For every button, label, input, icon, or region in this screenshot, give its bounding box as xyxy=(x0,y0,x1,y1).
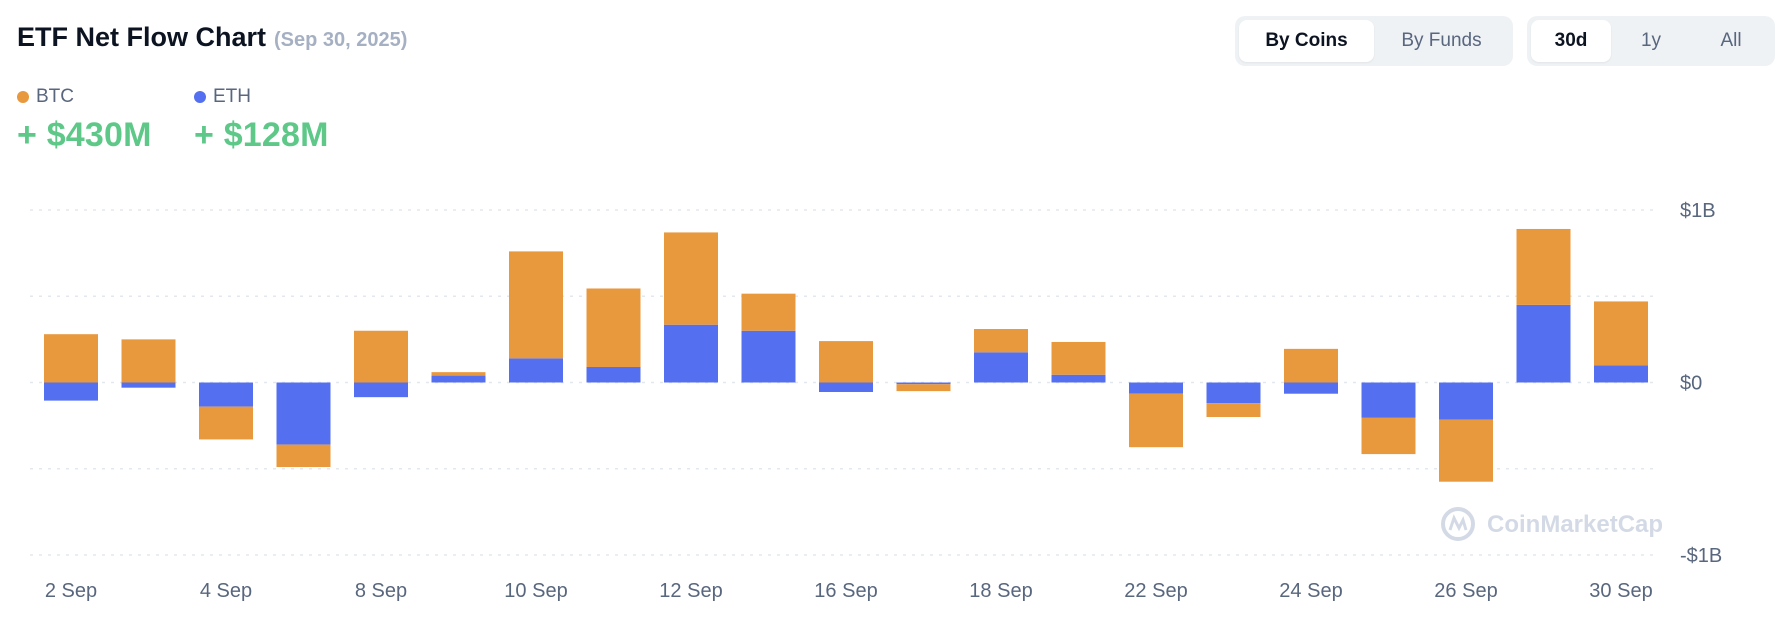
bar-eth-16-sep[interactable] xyxy=(819,382,873,392)
x-tick-label: 24 Sep xyxy=(1279,580,1342,602)
bar-eth-19-sep[interactable] xyxy=(1051,374,1106,383)
chart-header: ETF Net Flow Chart (Sep 30, 2025) xyxy=(17,22,407,53)
bar-btc-15-sep[interactable] xyxy=(741,293,796,331)
chart-bars xyxy=(44,228,1648,482)
coinmarketcap-logo-icon xyxy=(1441,507,1475,541)
bar-btc-5-sep[interactable] xyxy=(276,444,331,468)
range-30d-button[interactable]: 30d xyxy=(1531,20,1611,62)
bar-eth-4-sep[interactable] xyxy=(199,382,253,407)
bar-btc-19-sep[interactable] xyxy=(1051,341,1106,375)
bar-btc-9-sep[interactable] xyxy=(431,372,486,376)
bar-eth-5-sep[interactable] xyxy=(276,382,331,445)
range-all-button[interactable]: All xyxy=(1720,30,1742,51)
bar-btc-16-sep[interactable] xyxy=(819,341,873,383)
btc-dot-icon xyxy=(17,91,29,103)
x-tick-label: 12 Sep xyxy=(659,580,722,602)
legend-eth-label: ETH xyxy=(213,86,251,107)
by-coins-button[interactable]: By Coins xyxy=(1239,20,1374,62)
bar-btc-17-sep[interactable] xyxy=(896,384,951,392)
bar-eth-3-sep[interactable] xyxy=(121,382,176,388)
bar-eth-9-sep[interactable] xyxy=(431,375,486,383)
bar-btc-3-sep[interactable] xyxy=(121,339,176,383)
bar-btc-18-sep[interactable] xyxy=(974,329,1028,353)
eth-dot-icon xyxy=(194,91,206,103)
bar-btc-23-sep[interactable] xyxy=(1206,403,1261,417)
coinmarketcap-logo-mark xyxy=(1448,514,1468,532)
y-axis: $1B $0 -$1B xyxy=(1680,200,1722,567)
bar-eth-26-sep[interactable] xyxy=(1439,382,1493,420)
bar-btc-30-sep[interactable] xyxy=(1594,301,1648,366)
legend-btc-value: + $430M xyxy=(17,116,152,154)
bar-btc-12-sep[interactable] xyxy=(664,232,718,325)
x-tick-label: 26 Sep xyxy=(1434,580,1497,602)
watermark-text: CoinMarketCap xyxy=(1487,511,1663,538)
by-funds-button[interactable]: By Funds xyxy=(1401,30,1482,51)
bar-eth-11-sep[interactable] xyxy=(586,366,641,383)
x-tick-label: 8 Sep xyxy=(355,580,407,602)
x-tick-label: 30 Sep xyxy=(1589,580,1652,602)
x-tick-label: 18 Sep xyxy=(969,580,1032,602)
x-axis: 2 Sep 4 Sep 8 Sep 10 Sep 12 Sep 16 Sep 18 Sep 2… xyxy=(45,580,1653,602)
bar-btc-8-sep[interactable] xyxy=(354,330,408,383)
bar-eth-25-sep[interactable] xyxy=(1361,382,1416,418)
bar-eth-22-sep[interactable] xyxy=(1129,382,1183,394)
legend-btc: BTC + $430M xyxy=(17,86,152,155)
y-tick-label: -$1B xyxy=(1680,545,1722,567)
bar-eth-2-sep[interactable] xyxy=(44,382,98,401)
x-tick-label: 10 Sep xyxy=(504,580,567,602)
x-tick-label: 2 Sep xyxy=(45,580,97,602)
bar-eth-29-sep[interactable] xyxy=(1516,304,1571,383)
y-tick-label: $0 xyxy=(1680,373,1702,395)
bar-eth-8-sep[interactable] xyxy=(354,382,408,398)
bar-eth-17-sep[interactable] xyxy=(896,382,951,385)
bar-btc-24-sep[interactable] xyxy=(1284,348,1338,383)
legend-eth: ETH + $128M xyxy=(194,86,329,155)
bar-btc-10-sep[interactable] xyxy=(509,251,563,359)
bar-eth-23-sep[interactable] xyxy=(1206,382,1261,404)
bar-eth-12-sep[interactable] xyxy=(664,324,718,383)
bar-eth-18-sep[interactable] xyxy=(974,352,1028,383)
view-toggle: By Coins By Funds xyxy=(1235,16,1513,66)
x-tick-label: 22 Sep xyxy=(1124,580,1187,602)
legend-eth-value: + $128M xyxy=(194,116,329,154)
bar-btc-2-sep[interactable] xyxy=(44,334,98,383)
x-tick-label: 16 Sep xyxy=(814,580,877,602)
bar-btc-25-sep[interactable] xyxy=(1361,417,1416,455)
bar-btc-4-sep[interactable] xyxy=(199,406,253,440)
range-1y-button[interactable]: 1y xyxy=(1640,30,1662,51)
bar-eth-10-sep[interactable] xyxy=(509,358,563,383)
page-title: ETF Net Flow Chart xyxy=(17,22,266,52)
range-toggle: 30d 1y All xyxy=(1527,16,1775,66)
bar-btc-29-sep[interactable] xyxy=(1516,228,1571,305)
x-tick-label: 4 Sep xyxy=(200,580,252,602)
page-subtitle-date: (Sep 30, 2025) xyxy=(274,29,408,51)
y-tick-label: $1B xyxy=(1680,200,1716,222)
bar-eth-15-sep[interactable] xyxy=(741,330,796,383)
bar-eth-30-sep[interactable] xyxy=(1594,365,1648,383)
coinmarketcap-watermark: CoinMarketCap xyxy=(1441,507,1663,541)
bar-eth-24-sep[interactable] xyxy=(1284,382,1338,394)
bar-btc-11-sep[interactable] xyxy=(586,288,641,367)
bar-btc-22-sep[interactable] xyxy=(1129,393,1183,448)
bar-btc-26-sep[interactable] xyxy=(1439,419,1493,482)
legend-btc-label: BTC xyxy=(36,86,74,107)
